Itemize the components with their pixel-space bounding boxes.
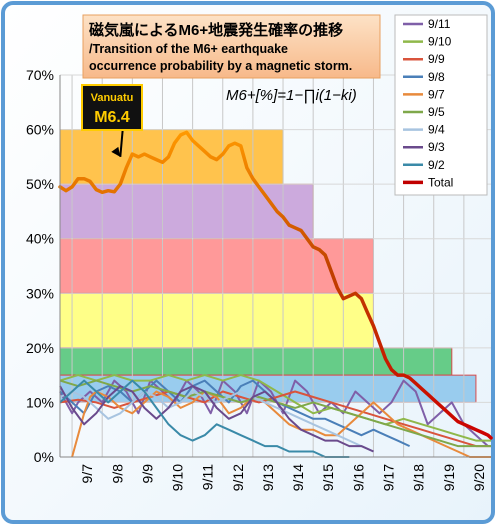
x-tick-label: 9/8 [109,464,125,484]
series-lines [59,374,491,458]
y-tick-label: 30% [26,285,54,301]
x-tick-label: 9/7 [79,464,95,484]
title-box: 磁気嵐によるM6+地震発生確率の推移 /Transition of the M6… [82,14,381,79]
legend-label: 9/2 [428,158,445,172]
annotation-box [81,84,143,131]
legend: 9/11 9/10 9/9 9/8 9/7 9/5 9/4 9/3 9/2 Total [394,14,488,196]
legend-label: 9/5 [428,105,445,119]
legend-label: 9/8 [428,70,445,84]
legend-label: 9/11 [428,17,451,31]
legend-label: 9/4 [428,123,445,137]
formula: M6+[%]=1−∏i(1−ki) [226,87,357,104]
y-tick-label: 20% [26,340,54,356]
series-line-9-2 [59,379,350,458]
legend-label: 9/3 [428,140,445,154]
total-line [58,130,493,440]
chart-title-en-2: occurrence probability by a magnetic sto… [89,59,352,73]
annotation-line2: M6.4 [94,109,130,126]
x-tick-label: 9/16 [350,464,366,491]
series-line-9-3 [59,385,374,453]
x-tick-label: 9/13 [260,464,276,491]
y-tick-label: 60% [26,122,54,138]
total-line-group [58,130,493,440]
series-line-9-11 [59,379,489,447]
band-0 [59,129,284,185]
legend-label: Total [428,175,453,189]
x-tick-label: 9/17 [381,464,397,491]
x-tick-label: 9/10 [170,464,186,491]
x-tick-label: 9/14 [290,464,306,491]
axes: 0% 10% 20% 30% 40% 50% 60% 70% 9/7 9/8 9/9 9/10 9/11… [26,67,491,491]
title-background [82,14,381,79]
x-tick-label: 9/12 [230,464,246,491]
y-tick-label: 50% [26,176,54,192]
y-tick-label: 70% [26,67,54,83]
x-tick-label: 9/19 [441,464,457,491]
y-tick-label: 0% [34,449,54,465]
band-2 [59,238,374,294]
x-tick-label: 9/18 [411,464,427,491]
x-tick-label: 9/9 [139,464,155,484]
chart-title-en-1: /Transition of the M6+ earthquake [89,42,288,56]
series-line-9-4 [59,390,374,453]
y-tick-label: 10% [26,394,54,410]
legend-label: 9/10 [428,35,452,49]
legend-label: 9/7 [428,87,445,101]
x-tick-label: 9/11 [200,464,216,490]
band-3 [59,292,374,349]
x-tick-label: 9/15 [320,464,336,491]
y-tick-label: 40% [26,231,54,247]
chart-title-ja: 磁気嵐によるM6+地震発生確率の推移 [89,21,343,39]
annotation-callout: Vanuatu M6.4 [81,84,143,157]
legend-label: 9/9 [428,52,445,66]
annotation-line1: Vanuatu [91,92,134,104]
annotation-arrowhead [111,146,121,157]
x-tick-label: 9/20 [471,464,487,491]
